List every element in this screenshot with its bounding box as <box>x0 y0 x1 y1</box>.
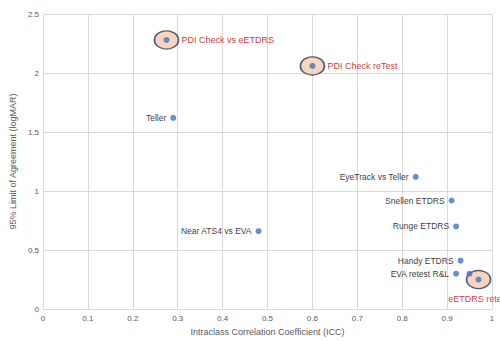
svg-text:0.8: 0.8 <box>397 314 409 323</box>
svg-text:Handy ETDRS: Handy ETDRS <box>398 256 454 266</box>
svg-text:eETDRS retest: eETDRS retest <box>448 294 500 304</box>
svg-text:0.5: 0.5 <box>28 246 40 255</box>
svg-text:95% Limit of Agreement (logMAR: 95% Limit of Agreement (logMAR) <box>8 94 18 230</box>
svg-text:1.5: 1.5 <box>28 128 40 137</box>
svg-text:Intraclass Correlation Coeffic: Intraclass Correlation Coefficient (ICC) <box>191 327 345 337</box>
svg-text:0.2: 0.2 <box>127 314 139 323</box>
svg-text:PDI Check reTest: PDI Check reTest <box>327 61 398 71</box>
svg-text:PDI Check vs eETDRS: PDI Check vs eETDRS <box>181 35 274 45</box>
svg-text:0.9: 0.9 <box>442 314 454 323</box>
svg-text:1: 1 <box>35 187 40 196</box>
svg-text:0.5: 0.5 <box>262 314 274 323</box>
svg-text:Runge ETDRS: Runge ETDRS <box>393 221 450 231</box>
svg-text:0.1: 0.1 <box>82 314 94 323</box>
svg-text:0.4: 0.4 <box>217 314 229 323</box>
svg-text:2: 2 <box>35 69 40 78</box>
svg-text:EVA retest R&L: EVA retest R&L <box>391 269 450 279</box>
svg-text:1: 1 <box>490 314 495 323</box>
svg-text:0.7: 0.7 <box>352 314 364 323</box>
svg-text:Near ATS4 vs EVA: Near ATS4 vs EVA <box>181 226 252 236</box>
svg-text:0.3: 0.3 <box>172 314 184 323</box>
svg-text:0: 0 <box>41 314 46 323</box>
svg-text:0: 0 <box>35 305 40 314</box>
svg-text:Teller: Teller <box>146 113 166 123</box>
svg-text:2.5: 2.5 <box>28 10 40 19</box>
svg-text:Snellen ETDRS: Snellen ETDRS <box>385 196 445 206</box>
svg-text:EyeTrack vs Teller: EyeTrack vs Teller <box>340 172 409 182</box>
svg-text:0.6: 0.6 <box>307 314 319 323</box>
